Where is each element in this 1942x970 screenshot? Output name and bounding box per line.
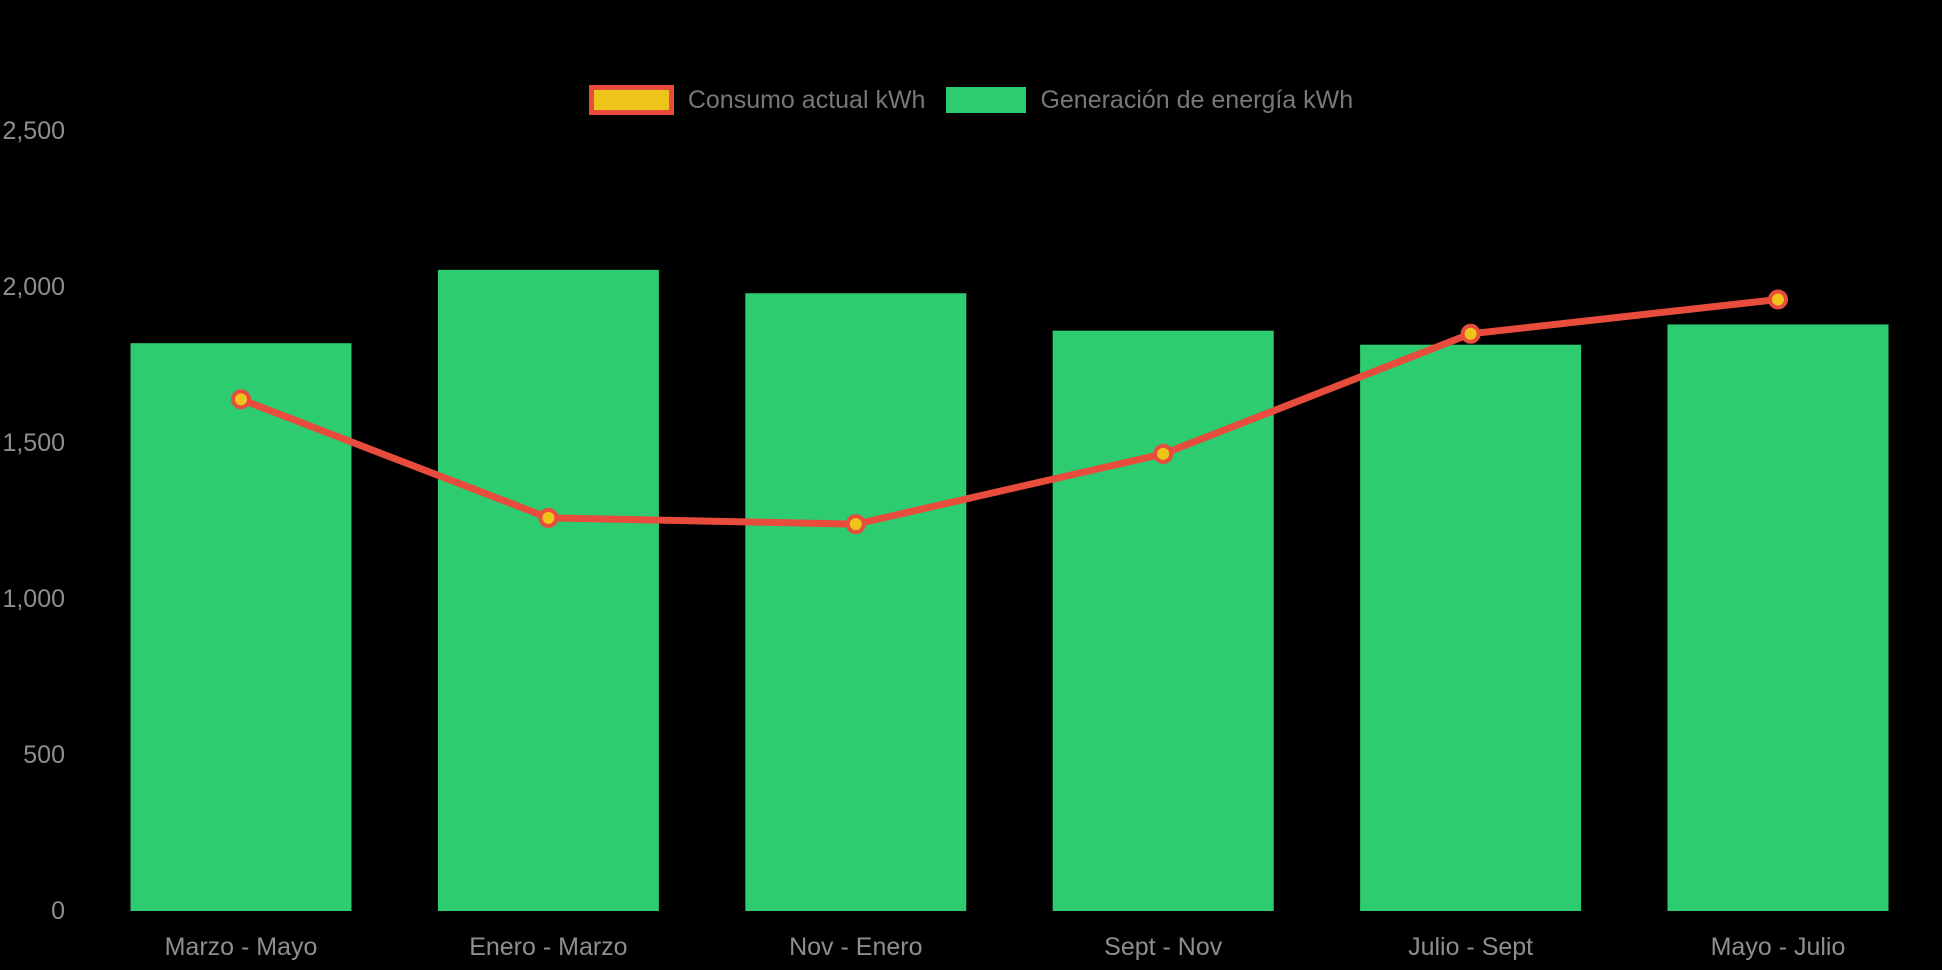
y-tick-label: 0 bbox=[51, 897, 65, 925]
legend-item-generacion[interactable]: Generación de energía kWh bbox=[946, 86, 1353, 115]
legend-item-consumo[interactable]: Consumo actual kWh bbox=[588, 85, 926, 115]
x-axis-label: Enero - Marzo bbox=[469, 933, 627, 961]
bar-generacion[interactable] bbox=[437, 269, 659, 912]
y-tick-label: 500 bbox=[23, 741, 65, 769]
y-tick-label: 2,500 bbox=[2, 117, 65, 145]
y-tick-label: 1,500 bbox=[2, 429, 65, 457]
consumo-line[interactable] bbox=[237, 295, 1782, 528]
x-axis-label: Nov - Enero bbox=[789, 933, 922, 961]
bar-generacion[interactable] bbox=[1667, 324, 1889, 911]
consumo-line-point[interactable] bbox=[1460, 323, 1481, 344]
generacion-legend-swatch-icon bbox=[946, 87, 1027, 113]
consumo-line-point[interactable] bbox=[231, 389, 251, 410]
x-axis-label: Mayo - Julio bbox=[1711, 933, 1846, 961]
x-axis-label: Marzo - Mayo bbox=[165, 933, 318, 961]
chart-legend: Consumo actual kWh Generación de energía… bbox=[0, 85, 1942, 115]
y-tick-label: 1,000 bbox=[2, 585, 65, 613]
x-axis-label: Sept - Nov bbox=[1104, 933, 1223, 961]
legend-label-consumo: Consumo actual kWh bbox=[687, 85, 926, 114]
legend-label-generacion: Generación de energía kWh bbox=[1040, 85, 1354, 114]
bar-generacion[interactable] bbox=[745, 293, 967, 911]
bar-generacion[interactable] bbox=[1360, 344, 1582, 912]
consumo-line-point[interactable] bbox=[845, 514, 866, 535]
y-tick-label: 2,000 bbox=[2, 273, 65, 301]
consumo-legend-swatch-icon bbox=[588, 85, 674, 115]
bar-generacion[interactable] bbox=[1052, 330, 1274, 911]
x-axis-label: Julio - Sept bbox=[1408, 933, 1533, 961]
bar-generacion[interactable] bbox=[130, 343, 352, 911]
consumo-line-point[interactable] bbox=[1768, 289, 1788, 310]
consumo-line-point[interactable] bbox=[1153, 443, 1174, 464]
consumo-line-point[interactable] bbox=[538, 507, 559, 528]
